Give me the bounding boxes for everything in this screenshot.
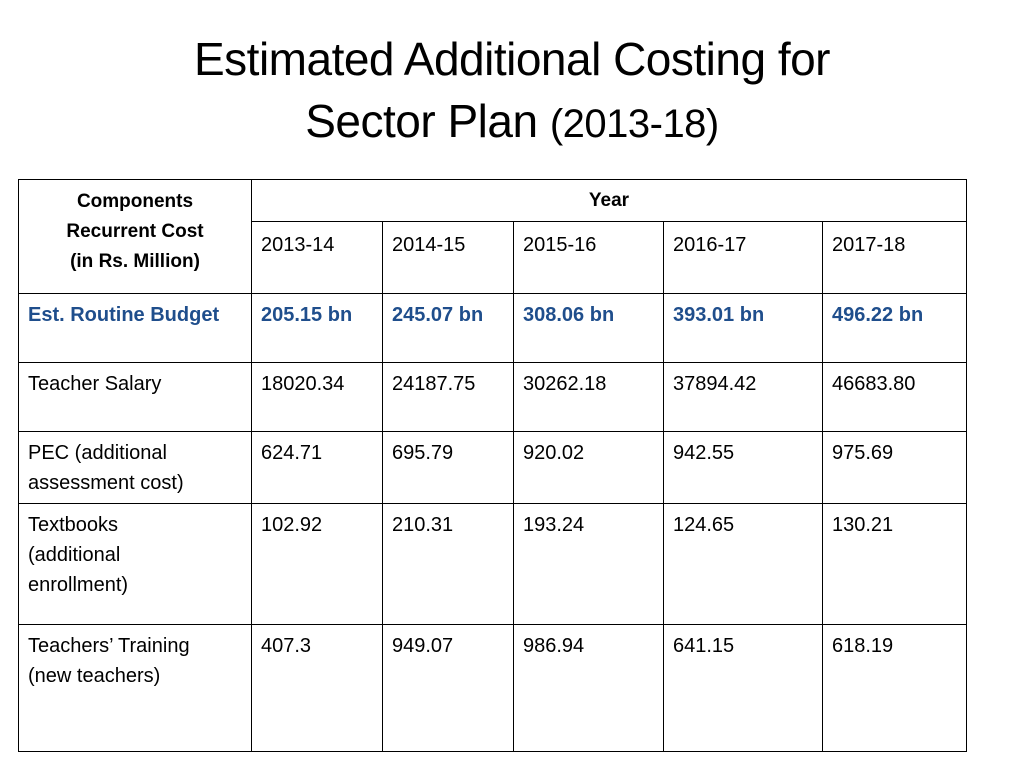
header-row-top: Components Recurrent Cost (in Rs. Millio… (18, 179, 967, 294)
slide-title: Estimated Additional Costing for Sector … (0, 28, 1024, 155)
table-cell: 393.01 bn (663, 293, 823, 363)
table-cell: 24187.75 (382, 362, 514, 432)
table-cell: 496.22 bn (822, 293, 967, 363)
table-cell: 130.21 (822, 503, 967, 625)
table-row: PEC (additional assessment cost) 624.71 … (18, 431, 967, 504)
costing-table: Components Recurrent Cost (in Rs. Millio… (18, 179, 967, 752)
table-cell: 308.06 bn (513, 293, 664, 363)
row-label-line: (additional (28, 544, 121, 566)
row-label: Textbooks (additional enrollment) (18, 503, 252, 625)
row-label: Est. Routine Budget (18, 293, 252, 363)
table-cell: 102.92 (251, 503, 383, 625)
table-cell: 695.79 (382, 431, 514, 504)
components-header-line: (in Rs. Million) (70, 251, 200, 272)
table-cell: 975.69 (822, 431, 967, 504)
row-label: Teacher Salary (18, 362, 252, 432)
year-column-header: 2017-18 (822, 221, 967, 294)
components-header: Components Recurrent Cost (in Rs. Millio… (18, 179, 252, 294)
year-column-header: 2014-15 (382, 221, 514, 294)
row-label: PEC (additional assessment cost) (18, 431, 252, 504)
table-cell: 210.31 (382, 503, 514, 625)
year-column-header: 2013-14 (251, 221, 383, 294)
year-column-header: 2015-16 (513, 221, 664, 294)
table-cell: 30262.18 (513, 362, 664, 432)
table-cell: 986.94 (513, 624, 664, 752)
table-cell: 618.19 (822, 624, 967, 752)
table-cell: 18020.34 (251, 362, 383, 432)
year-header: Year (251, 179, 967, 222)
table-cell: 407.3 (251, 624, 383, 752)
header-row-years: 2013-14 2014-15 2015-16 2016-17 2017-18 (19, 221, 967, 294)
table-cell: 624.71 (251, 431, 383, 504)
table-cell: 641.15 (663, 624, 823, 752)
components-header-line: Components (76, 191, 194, 212)
row-label-line: Teachers’ Training (28, 635, 190, 657)
table-row: Textbooks (additional enrollment) 102.92… (18, 503, 967, 625)
table-row: Est. Routine Budget 205.15 bn 245.07 bn … (18, 293, 967, 363)
row-label-line: enrollment) (28, 574, 129, 596)
title-year-range: (2013-18) (549, 102, 719, 146)
row-label-line: Textbooks (28, 514, 119, 536)
table-cell: 37894.42 (663, 362, 823, 432)
row-label-line: PEC (additional (28, 442, 167, 464)
year-column-header: 2016-17 (663, 221, 823, 294)
row-label-line: assessment cost) (28, 472, 184, 494)
title-line-2-text: Sector Plan (305, 95, 550, 147)
table-cell: 205.15 bn (251, 293, 383, 363)
table-row: Teacher Salary 18020.34 24187.75 30262.1… (18, 362, 967, 432)
row-label: Teachers’ Training (new teachers) (18, 624, 252, 752)
components-header-line: Recurrent Cost (66, 221, 204, 242)
table-row: Teachers’ Training (new teachers) 407.3 … (18, 624, 967, 752)
row-label-line: (new teachers) (28, 665, 161, 687)
title-line-2: Sector Plan (2013-18) (0, 90, 1024, 155)
table-cell: 193.24 (513, 503, 664, 625)
table-cell: 46683.80 (822, 362, 967, 432)
table-cell: 245.07 bn (382, 293, 514, 363)
row-label-line: Est. Routine Budget (28, 304, 220, 326)
title-line-1: Estimated Additional Costing for (193, 33, 831, 85)
row-label-line: Teacher Salary (28, 373, 162, 395)
table-cell: 949.07 (382, 624, 514, 752)
table-cell: 124.65 (663, 503, 823, 625)
table-cell: 942.55 (663, 431, 823, 504)
table-cell: 920.02 (513, 431, 664, 504)
